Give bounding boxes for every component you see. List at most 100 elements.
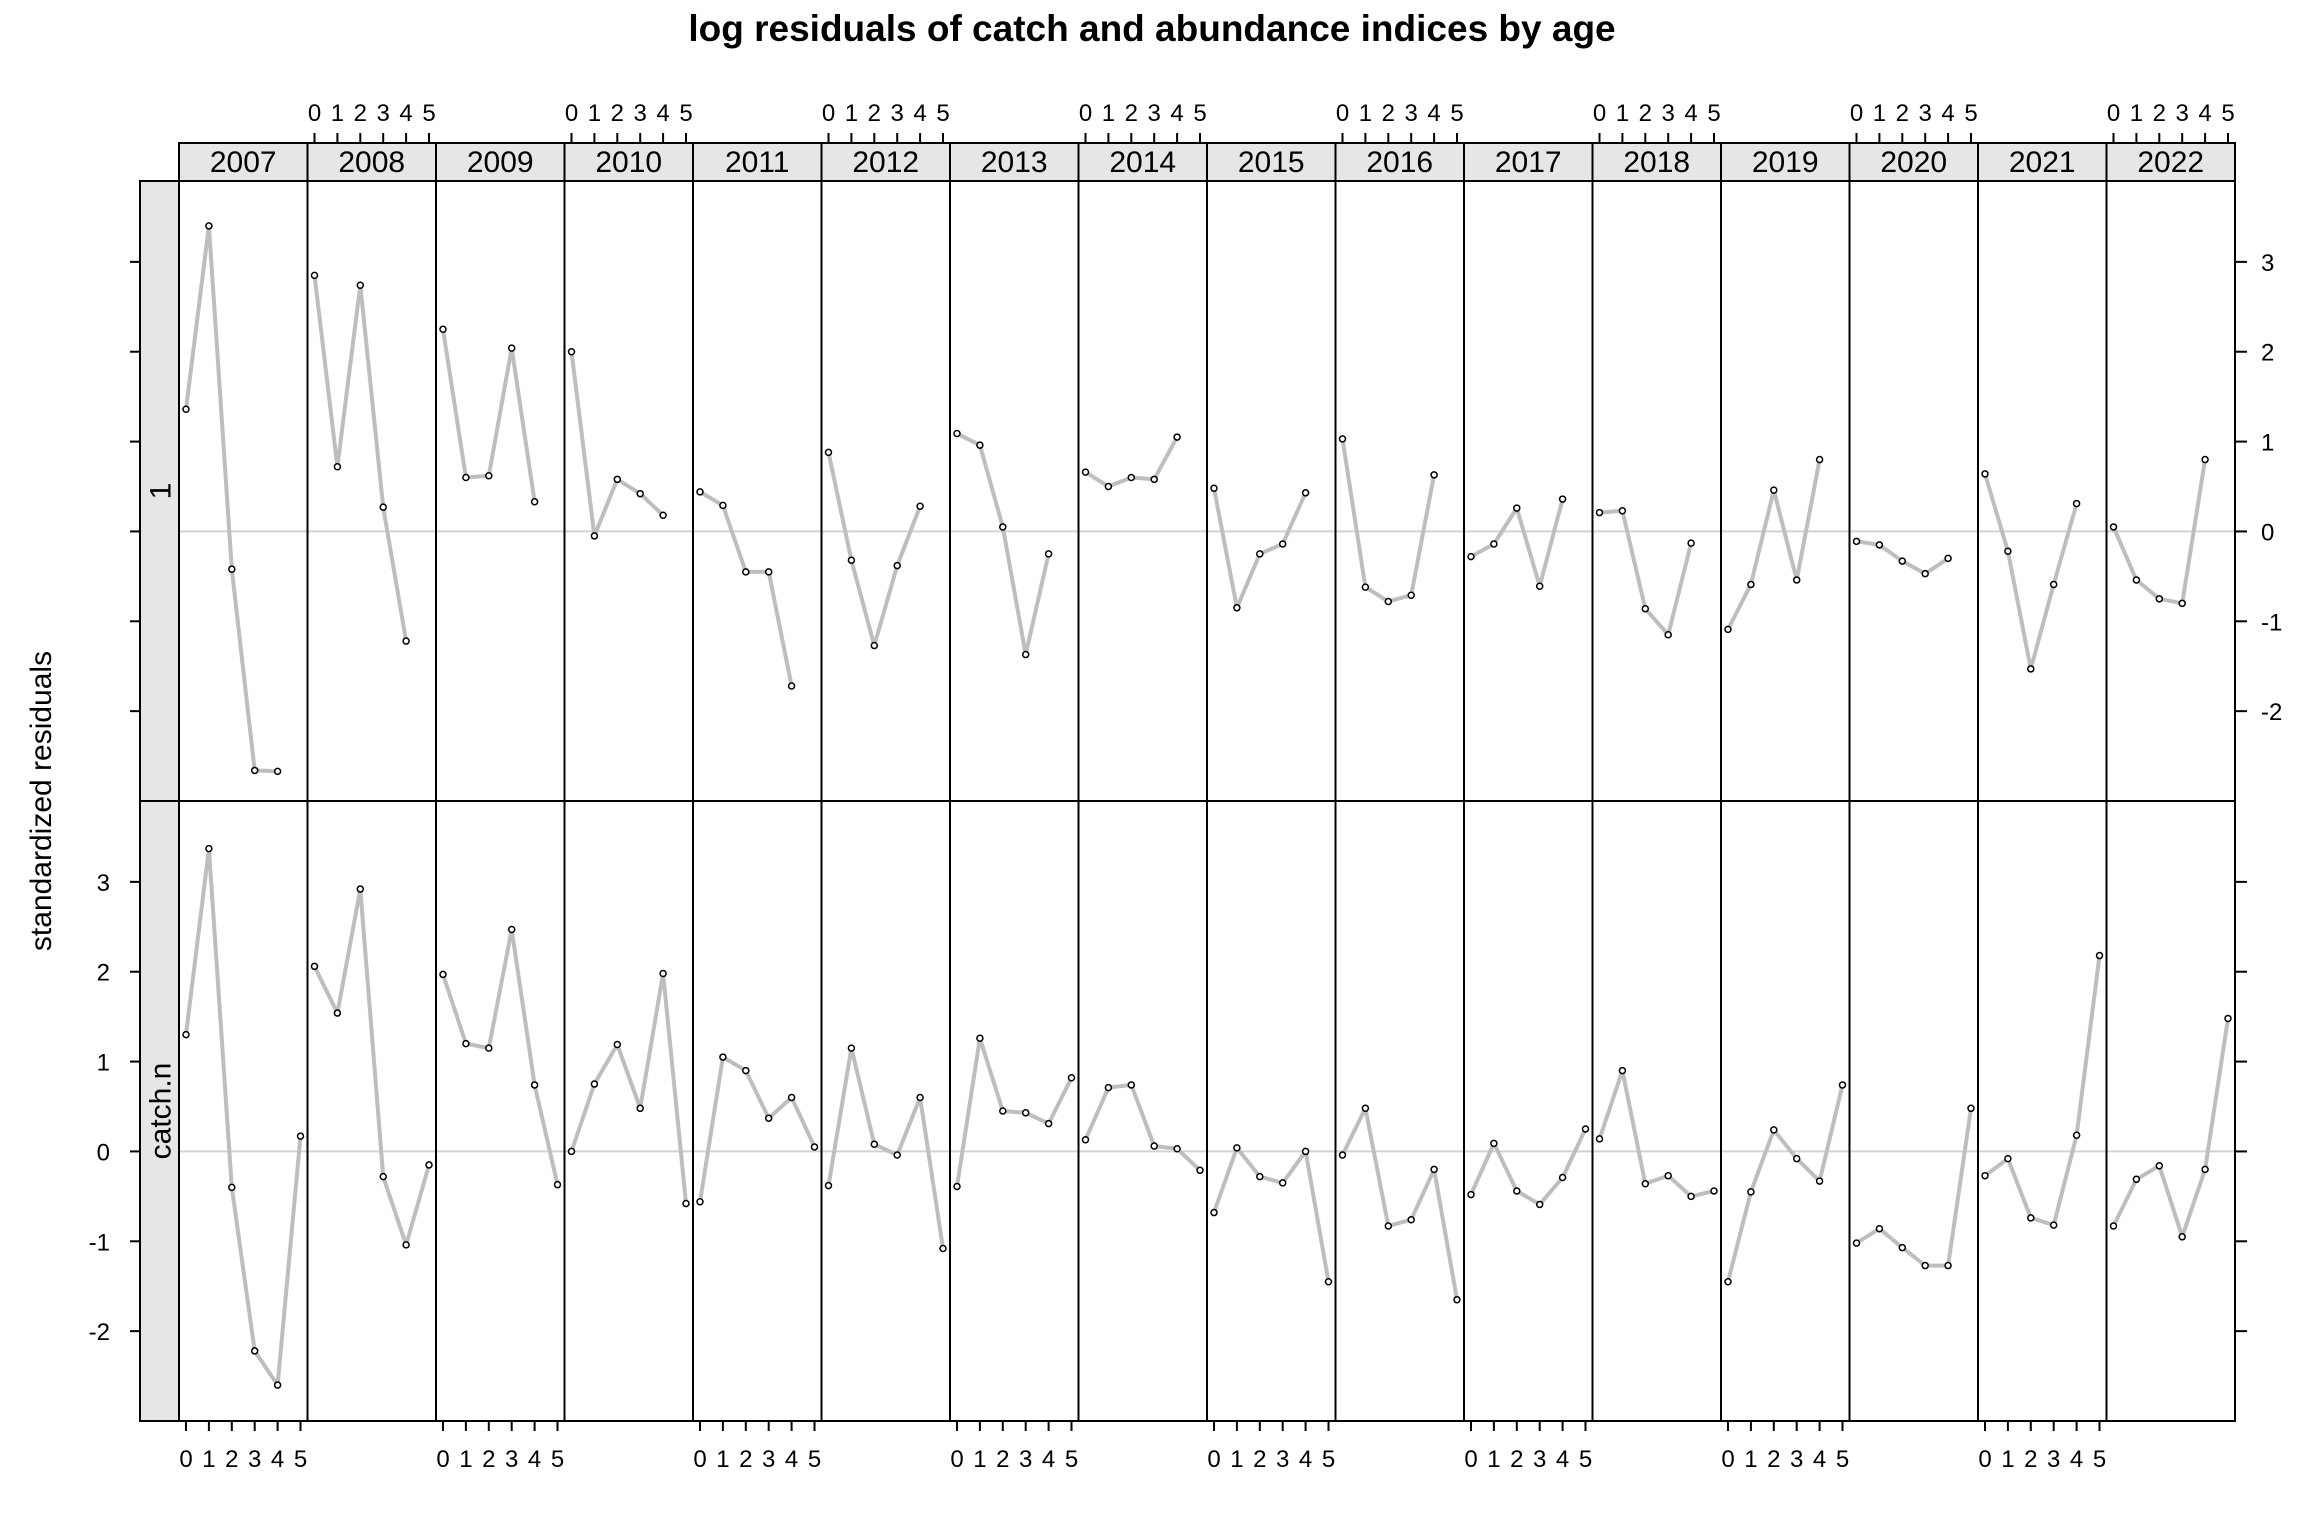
- x-tick-label: 5: [1964, 100, 1977, 127]
- year-strip: [2105, 142, 2236, 182]
- residual-point: [379, 503, 387, 511]
- residual-point: [999, 523, 1007, 531]
- residual-point: [824, 1181, 833, 1190]
- x-tick-label: 4: [399, 100, 412, 127]
- residual-point: [636, 1104, 644, 1113]
- year-strip-label: 2016: [1366, 146, 1433, 179]
- residual-point: [1815, 1177, 1824, 1185]
- residual-point: [1944, 1261, 1952, 1270]
- residual-point: [2027, 665, 2035, 673]
- residual-point: [1361, 583, 1370, 591]
- residual-point: [2027, 1214, 2035, 1222]
- residual-point: [205, 844, 213, 853]
- residual-point: [764, 1114, 773, 1122]
- x-tick-label: 2: [996, 1446, 1009, 1473]
- residual-point: [1898, 1243, 1907, 1252]
- residual-point: [333, 1009, 342, 1017]
- residual-point: [1127, 1081, 1136, 1089]
- year-strip-label: 2013: [981, 146, 1048, 179]
- x-tick-label: 3: [634, 100, 647, 127]
- residual-point: [1558, 1173, 1567, 1182]
- residual-point: [847, 556, 856, 564]
- residual-point: [1981, 470, 1989, 478]
- residual-point: [553, 1180, 562, 1189]
- y-tick-label: 2: [2261, 340, 2274, 367]
- x-tick-label: 3: [2047, 1446, 2060, 1473]
- residual-point: [1513, 504, 1521, 512]
- year-strip: [1334, 142, 1465, 182]
- year-strip-label: 2009: [467, 146, 534, 179]
- residual-point: [1233, 1144, 1241, 1152]
- residual-point: [567, 347, 576, 356]
- x-tick-label: 5: [936, 100, 949, 127]
- residual-point: [893, 561, 901, 570]
- x-tick-label: 2: [739, 1446, 752, 1473]
- x-tick-label: 2: [482, 1446, 495, 1473]
- residual-point: [2224, 1014, 2232, 1023]
- x-tick-label: 5: [551, 1446, 564, 1473]
- year-strip-label: 2011: [725, 146, 790, 179]
- residual-point: [1021, 1109, 1030, 1117]
- residual-point: [379, 1172, 387, 1181]
- x-tick-label: 1: [1873, 100, 1886, 127]
- residual-point: [1384, 1222, 1393, 1230]
- residual-point: [1256, 1172, 1264, 1181]
- residual-series-line: [1983, 955, 2102, 1228]
- residual-point: [1687, 539, 1695, 547]
- residual-point: [870, 1140, 879, 1148]
- residual-point: [847, 1044, 856, 1052]
- residual-point: [296, 1132, 305, 1140]
- x-tick-label: 1: [845, 100, 858, 127]
- x-tick-label: 5: [294, 1446, 307, 1473]
- year-strip: [1591, 142, 1722, 182]
- x-tick-label: 5: [1065, 1446, 1078, 1473]
- residual-series-line: [1340, 1106, 1459, 1301]
- residual-point: [1875, 1224, 1884, 1233]
- x-tick-label: 1: [1744, 1446, 1757, 1473]
- y-tick-label: -1: [89, 1229, 110, 1256]
- residual-point: [250, 1347, 259, 1355]
- x-tick-label: 0: [1207, 1446, 1220, 1473]
- x-tick-label: 4: [1170, 100, 1183, 127]
- residual-point: [1770, 1126, 1778, 1134]
- x-tick-label: 4: [528, 1446, 541, 1473]
- residual-point: [1710, 1187, 1718, 1195]
- year-strip-label: 2017: [1495, 146, 1562, 179]
- residual-point: [1595, 1135, 1604, 1143]
- residual-point: [1664, 1171, 1672, 1180]
- residual-point: [893, 1151, 901, 1159]
- residual-point: [613, 475, 622, 484]
- x-tick-label: 2: [1896, 100, 1909, 127]
- x-tick-label: 5: [1707, 100, 1720, 127]
- residual-point: [356, 885, 365, 893]
- residual-point: [1944, 554, 1952, 563]
- residual-point: [1967, 1104, 1975, 1113]
- residual-point: [1021, 650, 1030, 659]
- residual-point: [1150, 1142, 1158, 1150]
- x-tick-label: 4: [1299, 1446, 1312, 1473]
- residual-point: [1875, 541, 1884, 549]
- residual-point: [2049, 1221, 2058, 1229]
- residual-point: [1770, 486, 1778, 494]
- x-tick-label: 3: [1405, 100, 1418, 127]
- residual-point: [356, 281, 365, 289]
- residual-point: [1407, 1215, 1415, 1224]
- residual-series-line: [1340, 438, 1437, 604]
- residual-point: [2072, 499, 2081, 508]
- x-tick-label: 2: [1382, 100, 1395, 127]
- row-strip-label: 1: [145, 483, 178, 500]
- x-tick-label: 0: [436, 1446, 449, 1473]
- year-strip-label: 2021: [2009, 146, 2076, 179]
- residual-point: [1173, 1144, 1181, 1153]
- x-tick-label: 4: [1813, 1446, 1826, 1473]
- residual-point: [462, 1039, 470, 1048]
- residual-point: [205, 222, 213, 230]
- x-tick-label: 2: [354, 100, 367, 127]
- residual-point: [1256, 550, 1264, 558]
- residual-point: [1210, 484, 1218, 493]
- residual-point: [1981, 1171, 1989, 1180]
- residual-point: [696, 488, 704, 496]
- x-tick-label: 1: [202, 1446, 215, 1473]
- residual-point: [2109, 523, 2118, 531]
